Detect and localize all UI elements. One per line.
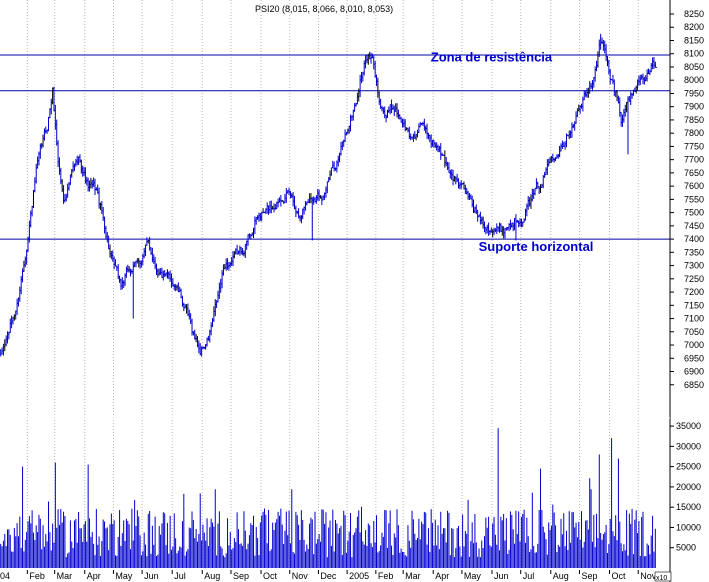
price-bar-239 [326,181,329,194]
volume-tick-label-5: 30000 [676,441,701,451]
volume-tick-label-6: 35000 [676,421,701,431]
month-label-1: Mar [57,571,73,581]
month-label-5: Jul [174,571,186,581]
price-tick-label-22: 7950 [684,88,704,98]
month-label-20: Oct [612,571,627,581]
price-bar-377 [515,214,518,241]
month-label-start: 04 [0,571,10,581]
price-bar-97 [132,261,135,319]
month-label-0: Feb [29,571,45,581]
volume-tick-label-4: 25000 [676,462,701,472]
month-label-21: Nov [640,571,657,581]
price-bar-106 [145,244,148,257]
price-tick-label-27: 8200 [684,22,704,32]
month-label-6: Aug [204,571,220,581]
volume-unit-box: x10 [654,571,672,582]
volume-unit-label: x10 [656,575,667,582]
month-label-10: Dec [320,571,337,581]
volume-series [0,428,656,568]
price-axis-ticks: 6850 6900 6950 7000 7050 7100 7150 7200 7250 7300… [670,9,704,390]
price-bar-446 [609,69,612,85]
price-tick-label-16: 7650 [684,168,704,178]
price-tick-label-6: 7150 [684,300,704,310]
price-tick-label-23: 8000 [684,75,704,85]
price-bar-191 [261,211,264,222]
price-bar-242 [330,167,334,176]
price-tick-label-28: 8250 [684,9,704,19]
price-tick-label-12: 7450 [684,221,704,231]
price-tick-label-10: 7350 [684,247,704,257]
month-label-3: May [115,571,133,581]
annotations: Zona de resistência Suporte horizontal [431,50,594,254]
month-label-15: May [464,571,482,581]
price-tick-label-25: 8100 [684,49,704,59]
volume-axis-ticks: 5000 10000 15000 20000 25000 30000 35000 [670,421,701,553]
month-label-12: Feb [378,571,394,581]
month-label-4: Jun [144,571,159,581]
price-tick-label-1: 6900 [684,367,704,377]
month-label-19: Sep [581,571,597,581]
volume-tick-label-0: 5000 [676,543,696,553]
resistance-support-lines [0,54,670,240]
price-series [0,33,657,357]
price-bar-84 [114,259,118,267]
price-tick-label-24: 8050 [684,62,704,72]
price-bar-35 [48,116,51,132]
price-tick-label-7: 7200 [684,287,704,297]
price-tick-label-17: 7700 [684,155,704,165]
month-label-2: Apr [87,571,101,581]
price-tick-label-11: 7400 [684,234,704,244]
annotation-1: Suporte horizontal [479,239,594,254]
price-tick-label-4: 7050 [684,327,704,337]
month-label-13: Mar [405,571,421,581]
month-label-14: Apr [435,571,449,581]
price-bar-322 [440,143,443,160]
month-label-17: Jul [523,571,535,581]
price-tick-label-13: 7500 [684,208,704,218]
price-tick-label-19: 7800 [684,128,704,138]
price-tick-label-2: 6950 [684,353,704,363]
month-label-7: Sep [233,571,249,581]
price-tick-label-18: 7750 [684,141,704,151]
month-labels: 04 Feb Mar Apr May Jun Jul Aug Sep Oct Nov Dec 2005 F… [0,570,657,581]
price-bar-252 [344,129,347,143]
price-tick-label-8: 7250 [684,274,704,284]
volume-tick-label-1: 10000 [676,522,701,532]
annotation-0: Zona de resistência [431,50,553,65]
price-bar-382 [522,221,525,227]
price-tick-label-21: 7900 [684,102,704,112]
vertical-grid [26,0,639,568]
price-tick-label-15: 7600 [684,181,704,191]
month-label-8: Oct [263,571,278,581]
price-bar-69 [94,178,97,196]
price-tick-label-20: 7850 [684,115,704,125]
price-tick-label-26: 8150 [684,35,704,45]
month-label-16: Jun [494,571,509,581]
price-bar-24 [32,189,36,209]
price-tick-label-9: 7300 [684,261,704,271]
month-label-11: 2005 [349,571,369,581]
month-label-18: Aug [553,571,569,581]
price-tick-label-5: 7100 [684,314,704,324]
price-bar-459 [627,96,630,155]
price-tick-label-3: 7000 [684,340,704,350]
month-label-9: Nov [292,571,309,581]
price-bar-479 [654,61,657,68]
price-tick-label-14: 7550 [684,194,704,204]
volume-tick-label-2: 15000 [676,502,701,512]
price-tick-label-0: 6850 [684,380,704,390]
chart-title: PSI20 (8,015, 8,066, 8,010, 8,053) [255,4,393,14]
volume-tick-label-3: 20000 [676,482,701,492]
